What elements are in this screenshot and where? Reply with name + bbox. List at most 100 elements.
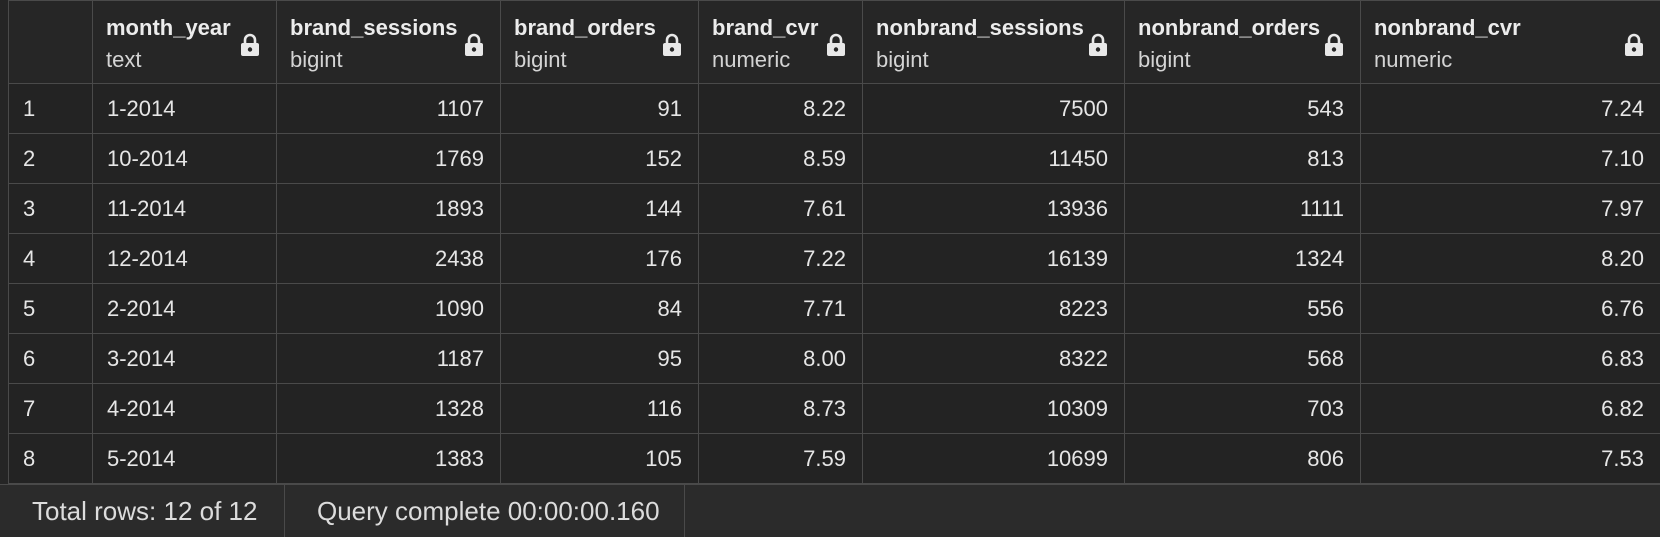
cell-brand-orders[interactable]: 176 xyxy=(501,234,699,284)
cell-brand-cvr[interactable]: 8.00 xyxy=(699,334,863,384)
lock-icon xyxy=(240,33,260,57)
row-number: 5 xyxy=(9,284,93,334)
cell-nonbrand-sessions[interactable]: 11450 xyxy=(863,134,1125,184)
cell-nonbrand-sessions[interactable]: 8223 xyxy=(863,284,1125,334)
cell-month-year[interactable]: 11-2014 xyxy=(93,184,277,234)
cell-brand-cvr[interactable]: 8.59 xyxy=(699,134,863,184)
cell-brand-orders[interactable]: 116 xyxy=(501,384,699,434)
cell-nonbrand-orders[interactable]: 543 xyxy=(1125,84,1361,134)
cell-month-year[interactable]: 10-2014 xyxy=(93,134,277,184)
column-type: numeric xyxy=(712,47,790,73)
cell-nonbrand-orders[interactable]: 1324 xyxy=(1125,234,1361,284)
cell-nonbrand-orders[interactable]: 556 xyxy=(1125,284,1361,334)
row-number: 2 xyxy=(9,134,93,184)
cell-nonbrand-cvr[interactable]: 6.83 xyxy=(1361,334,1660,384)
cell-brand-cvr[interactable]: 7.61 xyxy=(699,184,863,234)
cell-month-year[interactable]: 3-2014 xyxy=(93,334,277,384)
cell-nonbrand-cvr[interactable]: 8.20 xyxy=(1361,234,1660,284)
total-rows-label: Total rows: 12 of 12 xyxy=(0,485,285,537)
cell-nonbrand-sessions[interactable]: 10309 xyxy=(863,384,1125,434)
cell-brand-sessions[interactable]: 1107 xyxy=(277,84,501,134)
cell-month-year[interactable]: 2-2014 xyxy=(93,284,277,334)
column-name: nonbrand_sessions xyxy=(876,15,1084,41)
cell-nonbrand-sessions[interactable]: 10699 xyxy=(863,434,1125,484)
cell-nonbrand-cvr[interactable]: 7.24 xyxy=(1361,84,1660,134)
cell-nonbrand-cvr[interactable]: 7.10 xyxy=(1361,134,1660,184)
row-number-header xyxy=(9,1,93,84)
cell-month-year[interactable]: 12-2014 xyxy=(93,234,277,284)
cell-nonbrand-orders[interactable]: 1111 xyxy=(1125,184,1361,234)
cell-brand-orders[interactable]: 84 xyxy=(501,284,699,334)
cell-brand-cvr[interactable]: 8.73 xyxy=(699,384,863,434)
cell-nonbrand-cvr[interactable]: 7.97 xyxy=(1361,184,1660,234)
cell-month-year[interactable]: 4-2014 xyxy=(93,384,277,434)
cell-nonbrand-cvr[interactable]: 6.76 xyxy=(1361,284,1660,334)
column-type: bigint xyxy=(514,47,567,73)
cell-brand-orders[interactable]: 91 xyxy=(501,84,699,134)
cell-brand-sessions[interactable]: 1893 xyxy=(277,184,501,234)
lock-icon xyxy=(464,33,484,57)
cell-brand-sessions[interactable]: 1383 xyxy=(277,434,501,484)
cell-nonbrand-orders[interactable]: 806 xyxy=(1125,434,1361,484)
cell-nonbrand-sessions[interactable]: 7500 xyxy=(863,84,1125,134)
cell-brand-orders[interactable]: 105 xyxy=(501,434,699,484)
cell-month-year[interactable]: 5-2014 xyxy=(93,434,277,484)
cell-brand-cvr[interactable]: 8.22 xyxy=(699,84,863,134)
row-number: 7 xyxy=(9,384,93,434)
cell-nonbrand-sessions[interactable]: 8322 xyxy=(863,334,1125,384)
query-status-label: Query complete 00:00:00.160 xyxy=(285,485,685,537)
lock-icon xyxy=(826,33,846,57)
cell-nonbrand-sessions[interactable]: 16139 xyxy=(863,234,1125,284)
row-number: 1 xyxy=(9,84,93,134)
cell-brand-cvr[interactable]: 7.59 xyxy=(699,434,863,484)
cell-month-year[interactable]: 1-2014 xyxy=(93,84,277,134)
cell-nonbrand-cvr[interactable]: 7.53 xyxy=(1361,434,1660,484)
row-number: 6 xyxy=(9,334,93,384)
lock-icon xyxy=(1324,33,1344,57)
row-number: 3 xyxy=(9,184,93,234)
column-name: brand_cvr xyxy=(712,15,818,41)
cell-brand-cvr[interactable]: 7.22 xyxy=(699,234,863,284)
cell-brand-sessions[interactable]: 1328 xyxy=(277,384,501,434)
row-number: 8 xyxy=(9,434,93,484)
status-bar: Total rows: 12 of 12 Query complete 00:0… xyxy=(0,484,1660,537)
column-name: brand_sessions xyxy=(290,15,458,41)
cell-nonbrand-orders[interactable]: 568 xyxy=(1125,334,1361,384)
cell-brand-sessions[interactable]: 1090 xyxy=(277,284,501,334)
cell-brand-sessions[interactable]: 2438 xyxy=(277,234,501,284)
cell-brand-orders[interactable]: 152 xyxy=(501,134,699,184)
cell-brand-sessions[interactable]: 1187 xyxy=(277,334,501,384)
cell-brand-cvr[interactable]: 7.71 xyxy=(699,284,863,334)
cell-nonbrand-orders[interactable]: 703 xyxy=(1125,384,1361,434)
cell-nonbrand-orders[interactable]: 813 xyxy=(1125,134,1361,184)
column-name: nonbrand_cvr xyxy=(1374,15,1521,41)
column-type: numeric xyxy=(1374,47,1452,73)
cell-nonbrand-cvr[interactable]: 6.82 xyxy=(1361,384,1660,434)
column-name: month_year xyxy=(106,15,231,41)
cell-nonbrand-sessions[interactable]: 13936 xyxy=(863,184,1125,234)
column-type: bigint xyxy=(876,47,929,73)
column-name: brand_orders xyxy=(514,15,656,41)
cell-brand-orders[interactable]: 144 xyxy=(501,184,699,234)
cell-brand-sessions[interactable]: 1769 xyxy=(277,134,501,184)
cell-brand-orders[interactable]: 95 xyxy=(501,334,699,384)
